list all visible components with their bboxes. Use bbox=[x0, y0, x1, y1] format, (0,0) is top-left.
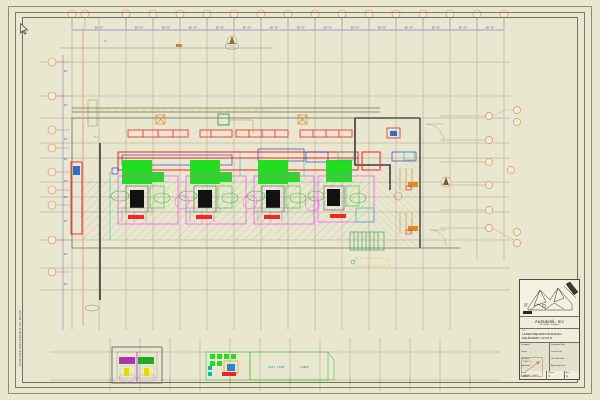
svg-text:B2: B2 bbox=[176, 44, 179, 47]
drawing-frame-border bbox=[22, 17, 578, 383]
green-marker-box bbox=[217, 113, 230, 126]
svg-text:25': 25' bbox=[64, 253, 68, 256]
stair-symbol bbox=[349, 231, 385, 251]
svg-text:E-1: E-1 bbox=[94, 136, 99, 139]
logo-sketch-icon bbox=[523, 281, 579, 314]
sheet-value: 1 bbox=[548, 373, 550, 378]
title-block-footer: Scale 1:250 Sheet 1 Rev A bbox=[520, 371, 579, 380]
north-arrow-icon: PLANT N PROJECT NORTH bbox=[521, 357, 543, 377]
equipment-cell-2[interactable] bbox=[174, 160, 247, 225]
company-name: Autodesk, Inc bbox=[534, 319, 565, 324]
drawing-title-line2: EQUIPMENT LAYOUT bbox=[522, 336, 553, 341]
scale-cell: Scale 1:250 bbox=[520, 371, 548, 380]
svg-text:30'-0": 30'-0" bbox=[135, 27, 143, 30]
equipment-marker-boxes bbox=[155, 114, 308, 125]
svg-text:25': 25' bbox=[64, 158, 68, 161]
svg-text:30'-0": 30'-0" bbox=[162, 27, 170, 30]
title-block-row-checked: Checked Checked Date bbox=[520, 357, 579, 364]
panel-box bbox=[386, 127, 401, 139]
company-sub: San Rafael, California bbox=[539, 324, 560, 326]
rev-cell: Rev A bbox=[565, 371, 579, 380]
svg-text:30'-0": 30'-0" bbox=[486, 27, 494, 30]
left-equipment-column bbox=[84, 99, 100, 312]
svg-text:30'-0": 30'-0" bbox=[351, 27, 359, 30]
rev-label: Rev bbox=[565, 371, 570, 374]
svg-text:30'-0": 30'-0" bbox=[432, 27, 440, 30]
title-block-title: Title LASER WELDING BUILDING EQUIPMENT L… bbox=[520, 329, 579, 343]
field-designed-date-label: Designed Date bbox=[550, 343, 579, 350]
electrical-room bbox=[70, 161, 83, 235]
svg-text:A1: A1 bbox=[104, 40, 107, 43]
north-symbol bbox=[440, 176, 452, 188]
rev-value: A bbox=[565, 373, 568, 378]
title-block-row-approved: Approved Approved Date bbox=[520, 364, 579, 371]
building-outline bbox=[71, 107, 460, 249]
svg-text:25': 25' bbox=[64, 196, 68, 199]
north-symbol-top bbox=[226, 35, 238, 47]
field-designed-label: Designed bbox=[520, 343, 550, 350]
svg-text:30'-0": 30'-0" bbox=[216, 27, 224, 30]
svg-text:30'-0": 30'-0" bbox=[189, 27, 197, 30]
title-label: Title bbox=[522, 330, 526, 332]
floor-hatch-left bbox=[80, 178, 170, 240]
svg-text:25': 25' bbox=[64, 104, 68, 107]
floor-hatch-right bbox=[274, 178, 369, 240]
sheet-outer-border bbox=[8, 6, 592, 394]
svg-text:25': 25' bbox=[64, 283, 68, 286]
field-drawn-label: Drawn bbox=[520, 350, 550, 357]
grid-bubbles-right bbox=[485, 106, 521, 247]
detail-view-1[interactable] bbox=[111, 346, 163, 384]
drawing-title-line1: LASER WELDING BUILDING bbox=[522, 332, 562, 336]
svg-text:30'-0": 30'-0" bbox=[459, 27, 467, 30]
field-checked-date-label: Checked Date bbox=[550, 357, 579, 364]
svg-text:PLANT N: PLANT N bbox=[523, 360, 532, 363]
svg-text:25': 25' bbox=[64, 180, 68, 183]
margin-note-text: PLOT DATE 10/12 PROJECT NO. 98-1147 bbox=[19, 309, 22, 366]
svg-text:25': 25' bbox=[64, 220, 68, 223]
scale-label: Scale bbox=[521, 371, 527, 374]
field-drawn-date-label: Drawn Date bbox=[550, 350, 579, 357]
svg-text:30'-0": 30'-0" bbox=[297, 27, 305, 30]
margin-plot-note: PLOT DATE 10/12 PROJECT NO. 98-1147 bbox=[13, 300, 23, 370]
field-checked-label: Checked bbox=[520, 357, 550, 364]
svg-text:30'-0": 30'-0" bbox=[243, 27, 251, 30]
svg-text:25': 25' bbox=[64, 70, 68, 73]
equipment-cell-1[interactable] bbox=[110, 160, 179, 225]
scale-value: 1:250 bbox=[521, 373, 529, 378]
equipment-cell-4[interactable] bbox=[304, 160, 375, 223]
svg-text:30'-0": 30'-0" bbox=[324, 27, 332, 30]
title-block-company: Autodesk, Inc San Rafael, California bbox=[520, 317, 579, 329]
svg-text:30'-0": 30'-0" bbox=[378, 27, 386, 30]
svg-text:30'-0": 30'-0" bbox=[270, 27, 278, 30]
sheet-inner-border bbox=[15, 12, 585, 388]
title-block-row-drawn: Drawn Drawn Date bbox=[520, 350, 579, 357]
door-swing bbox=[425, 123, 447, 247]
field-approved-label: Approved bbox=[520, 364, 550, 371]
title-block-logo-panel bbox=[520, 280, 579, 317]
detail-view-2[interactable]: ASSY LINE TABLE bbox=[205, 351, 335, 381]
support-detail bbox=[405, 185, 412, 235]
field-approved-date-label: Approved Date bbox=[550, 364, 579, 371]
sheet-cell: Sheet 1 bbox=[547, 371, 565, 380]
title-block[interactable]: Autodesk, Inc San Rafael, California Tit… bbox=[519, 279, 580, 380]
crane-rails bbox=[127, 129, 353, 138]
misc-annotations: A1 B2 E-1 bbox=[94, 40, 179, 139]
floor-hatch-mid bbox=[172, 178, 272, 240]
equipment-cell-3[interactable] bbox=[242, 160, 315, 225]
conveyor-loop bbox=[117, 151, 381, 171]
floor-hatch-far bbox=[372, 160, 418, 246]
svg-text:25': 25' bbox=[64, 138, 68, 141]
svg-text:TABLE: TABLE bbox=[300, 365, 309, 369]
svg-text:PROJECT NORTH: PROJECT NORTH bbox=[523, 375, 539, 377]
svg-text:ASSY LINE: ASSY LINE bbox=[268, 365, 284, 369]
mouse-pointer-icon bbox=[20, 22, 29, 35]
project-north-stamp: PLANT N PROJECT NORTH bbox=[521, 357, 543, 377]
title-block-row-designed: Designed Designed Date bbox=[520, 343, 579, 350]
utility-lines bbox=[109, 150, 415, 240]
sheet-label: Sheet bbox=[548, 371, 554, 374]
svg-text:30'-0": 30'-0" bbox=[95, 27, 103, 30]
svg-text:30'-0": 30'-0" bbox=[405, 27, 413, 30]
